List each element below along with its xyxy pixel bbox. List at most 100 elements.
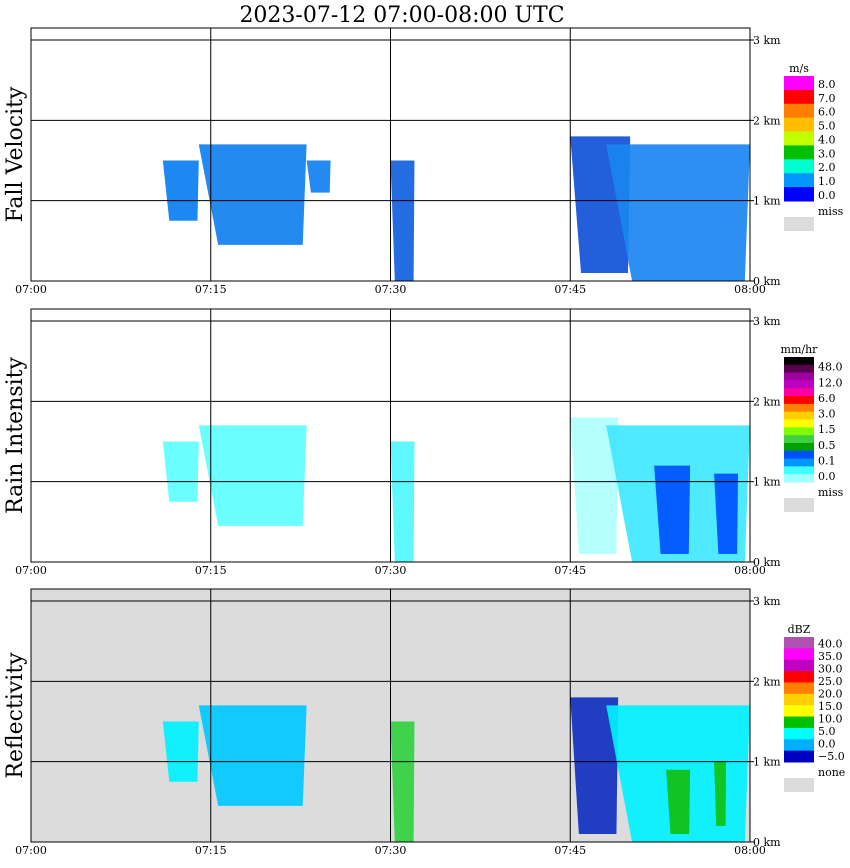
echo-region	[390, 721, 415, 842]
y-tick-label: 1 km	[753, 756, 781, 769]
x-tick-label: 07:00	[15, 283, 47, 296]
y-axis-label: Rain Intensity	[3, 356, 28, 513]
colorbar-segment	[784, 716, 814, 729]
colorbar-segment	[784, 450, 814, 460]
colorbar-label: 25.0	[818, 675, 843, 688]
echo-region	[198, 425, 307, 526]
colorbar-label: 1.5	[818, 423, 836, 436]
colorbar-segment	[784, 364, 814, 374]
colorbar-segment	[784, 727, 814, 740]
echo-region	[666, 769, 691, 834]
echo-region	[390, 160, 415, 281]
colorbar-label: 5.0	[818, 725, 836, 738]
echo-region	[654, 465, 691, 554]
echo-region	[570, 697, 619, 834]
colorbar-segment	[784, 103, 814, 119]
echo-region	[198, 705, 307, 806]
colorbar-segment	[784, 411, 814, 420]
y-tick-label: 0 km	[753, 275, 781, 288]
x-tick-label: 07:15	[195, 844, 227, 857]
colorbar-segment	[784, 458, 814, 467]
x-tick-label: 07:00	[15, 844, 47, 857]
panel-1: 07:00 07:15 07:30 07:45 08:000 km 1 km 2 km 3 k…	[3, 27, 844, 296]
colorbar-label: 5.0	[818, 120, 836, 133]
colorbar-segment	[784, 76, 814, 91]
x-tick-label: 07:45	[554, 564, 586, 577]
colorbar-segment	[784, 435, 814, 444]
colorbar-label: 20.0	[818, 688, 843, 701]
echo-region	[198, 144, 307, 245]
colorbar-unit: m/s	[789, 62, 809, 75]
colorbar-segment	[784, 671, 814, 683]
colorbar-unit: mm/hr	[781, 343, 819, 356]
colorbar-label: 0.5	[818, 439, 836, 452]
colorbar-label: 48.0	[818, 361, 843, 374]
echo-region	[714, 473, 739, 554]
colorbar-segment	[784, 117, 814, 133]
colorbar-label: 12.0	[818, 376, 843, 389]
colorbar-segment	[784, 388, 814, 397]
colorbar-missing-swatch	[784, 217, 814, 231]
x-tick-label: 07:15	[195, 564, 227, 577]
colorbar-segment	[784, 682, 814, 695]
colorbar-label: −5.0	[818, 750, 845, 763]
colorbar-segment	[784, 419, 814, 428]
colorbar-label: 8.0	[818, 78, 836, 91]
colorbar-missing-label: none	[818, 766, 845, 779]
colorbar-label: 4.0	[818, 133, 836, 146]
colorbar-segment	[784, 648, 814, 661]
colorbar-segment	[784, 380, 814, 389]
y-axis-label: Reflectivity	[3, 652, 28, 779]
colorbar-label: 3.0	[818, 408, 836, 421]
colorbar-segment	[784, 705, 814, 718]
y-tick-label: 2 km	[753, 395, 781, 408]
colorbar-label: 2.0	[818, 161, 836, 174]
x-tick-label: 07:30	[375, 564, 407, 577]
colorbar-segment	[784, 357, 814, 366]
colorbar-segment	[784, 131, 814, 146]
x-tick-label: 07:30	[375, 283, 407, 296]
colorbar-label: 6.0	[818, 106, 836, 119]
colorbar-segment	[784, 442, 814, 452]
colorbar-segment	[784, 659, 814, 672]
x-tick-label: 07:45	[554, 844, 586, 857]
y-tick-label: 2 km	[753, 114, 781, 127]
echo-region	[390, 441, 415, 562]
y-tick-label: 0 km	[753, 556, 781, 569]
y-tick-label: 0 km	[753, 836, 781, 849]
y-tick-label: 3 km	[753, 34, 781, 47]
colorbar-label: 15.0	[818, 700, 843, 713]
panel-2: 07:00 07:15 07:30 07:45 08:000 km 1 km 2 km 3 k…	[3, 308, 844, 577]
x-tick-label: 07:00	[15, 564, 47, 577]
colorbar-segment	[784, 372, 814, 381]
colorbar-segment	[784, 159, 814, 174]
y-tick-label: 2 km	[753, 675, 781, 688]
echo-region	[162, 160, 199, 221]
echo-region	[570, 417, 619, 554]
colorbar-missing-swatch	[784, 498, 814, 512]
x-tick-label: 07:30	[375, 844, 407, 857]
colorbar-segment	[784, 739, 814, 752]
colorbar-label: 35.0	[818, 650, 843, 663]
colorbar-segment	[784, 427, 814, 436]
x-tick-label: 08:00	[734, 564, 766, 577]
colorbar-label: 0.0	[818, 738, 836, 751]
colorbar-missing-label: miss	[818, 205, 844, 218]
colorbar-segment	[784, 466, 814, 475]
colorbar-segment	[784, 145, 814, 160]
x-tick-label: 08:00	[734, 844, 766, 857]
colorbar-segment	[784, 173, 814, 188]
colorbar-label: 6.0	[818, 392, 836, 405]
colorbar-label: 3.0	[818, 147, 836, 160]
x-tick-label: 08:00	[734, 283, 766, 296]
colorbar-label: 0.1	[818, 454, 836, 467]
figure-title: 2023-07-12 07:00-08:00 UTC	[239, 3, 564, 28]
colorbar-segment	[784, 403, 814, 413]
y-tick-label: 1 km	[753, 476, 781, 489]
colorbar-missing-label: miss	[818, 486, 844, 499]
colorbar-label: 40.0	[818, 638, 843, 651]
colorbar-label: 10.0	[818, 713, 843, 726]
colorbar-segment	[784, 750, 814, 763]
colorbar-segment	[784, 637, 814, 649]
